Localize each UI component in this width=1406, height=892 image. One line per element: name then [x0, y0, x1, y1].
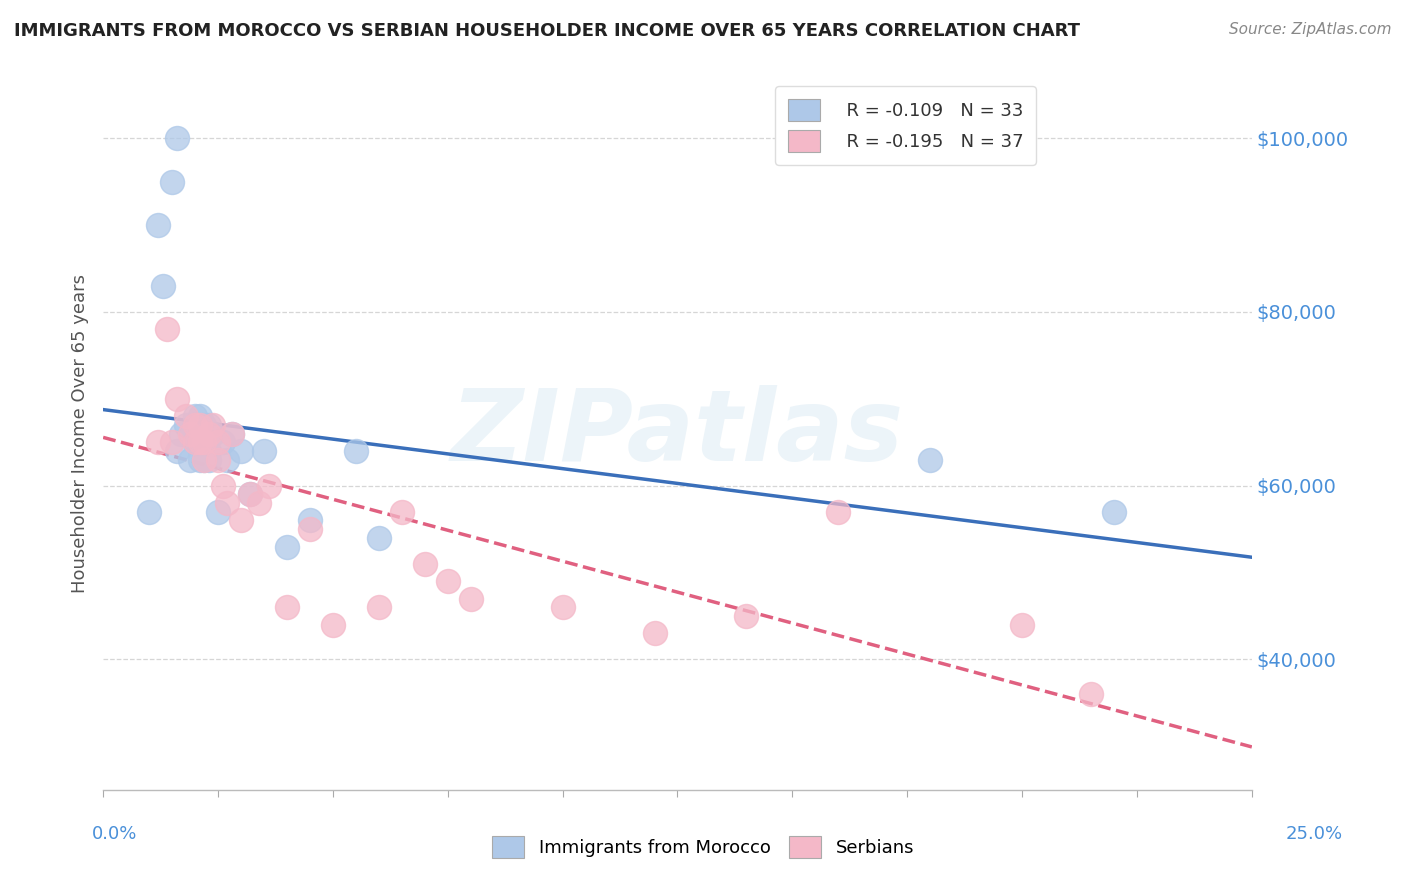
Point [170, 426, 193, 441]
Point [184, 417, 207, 432]
Point [207, 505, 229, 519]
Point [184, 435, 207, 450]
Point [179, 426, 201, 441]
Point [193, 452, 215, 467]
Point [367, 531, 389, 545]
Point [166, 131, 188, 145]
Point [198, 417, 221, 432]
Point [367, 600, 389, 615]
Point [644, 626, 666, 640]
Point [253, 444, 276, 458]
Text: 25.0%: 25.0% [1285, 825, 1343, 843]
Point [239, 487, 262, 501]
Point [188, 409, 211, 424]
Point [735, 609, 758, 624]
Point [247, 496, 270, 510]
Point [298, 513, 321, 527]
Y-axis label: Householder Income Over 65 years: Householder Income Over 65 years [72, 274, 89, 593]
Point [198, 452, 221, 467]
Point [193, 435, 215, 450]
Point [1011, 617, 1033, 632]
Point [276, 600, 298, 615]
Point [322, 617, 344, 632]
Point [229, 444, 252, 458]
Point [202, 426, 225, 441]
Point [207, 435, 229, 450]
Point [202, 417, 225, 432]
Point [179, 452, 201, 467]
Point [391, 505, 413, 519]
Text: IMMIGRANTS FROM MOROCCO VS SERBIAN HOUSEHOLDER INCOME OVER 65 YEARS CORRELATION : IMMIGRANTS FROM MOROCCO VS SERBIAN HOUSE… [14, 22, 1080, 40]
Point [138, 505, 160, 519]
Point [344, 444, 367, 458]
Point [551, 600, 574, 615]
Point [160, 435, 183, 450]
Point [166, 392, 188, 406]
Point [211, 435, 233, 450]
Point [184, 409, 207, 424]
Point [298, 522, 321, 536]
Point [239, 487, 262, 501]
Point [174, 417, 197, 432]
Point [257, 479, 280, 493]
Point [193, 452, 215, 467]
Point [160, 175, 183, 189]
Legend:   R = -0.109   N = 33,   R = -0.195   N = 37: R = -0.109 N = 33, R = -0.195 N = 37 [775, 87, 1036, 165]
Point [156, 322, 179, 336]
Point [1080, 687, 1102, 701]
Point [148, 218, 170, 232]
Point [166, 444, 188, 458]
Point [188, 417, 211, 432]
Point [1102, 505, 1125, 519]
Point [198, 444, 221, 458]
Point [188, 435, 211, 450]
Point [276, 540, 298, 554]
Text: ZIPatlas: ZIPatlas [451, 385, 904, 482]
Point [221, 426, 243, 441]
Point [211, 479, 233, 493]
Point [148, 435, 170, 450]
Text: Source: ZipAtlas.com: Source: ZipAtlas.com [1229, 22, 1392, 37]
Point [413, 557, 436, 571]
Point [217, 452, 239, 467]
Point [207, 452, 229, 467]
Point [174, 409, 197, 424]
Point [152, 279, 174, 293]
Text: 0.0%: 0.0% [91, 825, 136, 843]
Point [920, 452, 942, 467]
Point [184, 435, 207, 450]
Point [460, 591, 482, 606]
Point [198, 426, 221, 441]
Point [193, 435, 215, 450]
Point [229, 513, 252, 527]
Point [221, 426, 243, 441]
Point [827, 505, 849, 519]
Point [188, 452, 211, 467]
Point [436, 574, 458, 589]
Legend: Immigrants from Morocco, Serbians: Immigrants from Morocco, Serbians [485, 829, 921, 865]
Point [217, 496, 239, 510]
Point [193, 417, 215, 432]
